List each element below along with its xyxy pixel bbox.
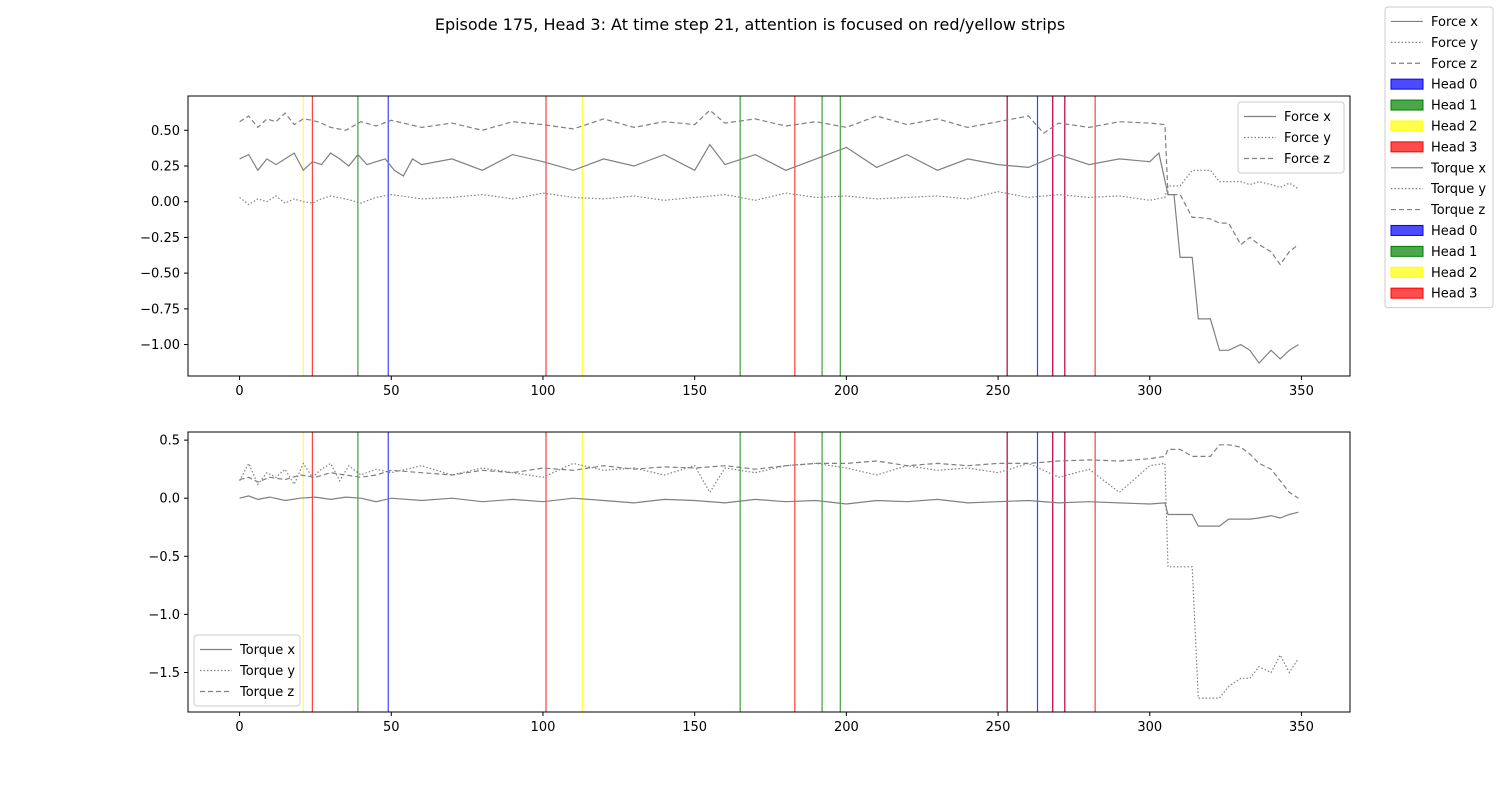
y-tick-label: −0.25 — [140, 231, 180, 246]
legend-label: Force y — [1284, 131, 1331, 146]
legend-label: Torque y — [239, 664, 295, 679]
legend-label: Torque x — [239, 643, 295, 658]
y-tick-label: 0.50 — [151, 124, 180, 139]
figure-legend-patch — [1390, 141, 1424, 153]
x-tick-label: 100 — [531, 384, 556, 399]
figure-legend-label: Torque z — [1430, 203, 1485, 218]
figure-legend-label: Force x — [1431, 15, 1478, 30]
legend-box — [1237, 101, 1345, 174]
series-torque-y — [239, 462, 1299, 699]
x-tick-label: 250 — [986, 720, 1011, 735]
subplot-2: 0 50 100 150 200 250 300 350 −1.5 −1.0 −0.5 0.0 0.5 T… — [148, 431, 1351, 735]
figure-legend-label: Head 2 — [1431, 266, 1477, 281]
y-tick-label: −1.0 — [148, 608, 180, 623]
y-tick-label: −0.50 — [140, 267, 180, 282]
y-tick-label: −0.5 — [148, 550, 180, 565]
figure-legend: Force x Force y Force z Head 0 Head 1 Head 2 H… — [1384, 6, 1494, 309]
series-force-z — [239, 109, 1299, 266]
figure-legend-label: Head 2 — [1431, 119, 1477, 134]
plots: 0 50 100 150 200 250 300 350−1.00−0.75−0.50−0.2… — [140, 95, 1351, 735]
figure-legend-label: Head 3 — [1431, 287, 1477, 302]
series-torque-x — [239, 495, 1299, 527]
figure-legend-label: Head 1 — [1431, 99, 1477, 114]
figure-legend-label: Force z — [1431, 57, 1477, 72]
x-tick-label: 50 — [383, 720, 400, 735]
legend-label: Torque z — [239, 685, 294, 700]
legend-box — [193, 634, 301, 707]
x-tick-label: 100 — [531, 720, 556, 735]
figure-legend-patch — [1390, 245, 1424, 257]
y-tick-label: 0.5 — [159, 434, 180, 449]
x-tick-label: 300 — [1137, 384, 1162, 399]
x-tick-label: 150 — [682, 384, 707, 399]
figure-legend-label: Head 0 — [1431, 78, 1477, 93]
figure-legend-label: Torque y — [1430, 182, 1486, 197]
figure-legend-box — [1384, 6, 1494, 309]
axes-frame — [187, 95, 1351, 377]
axes-frame — [187, 431, 1351, 713]
figure-legend-patch — [1390, 78, 1424, 90]
figure-legend-patch — [1390, 287, 1424, 299]
axes-legend: Force x Force y Force z — [1237, 101, 1345, 174]
x-tick-label: 350 — [1289, 720, 1314, 735]
figure-legend-patch — [1390, 266, 1424, 278]
x-tick-label: 0 — [235, 720, 243, 735]
figure-legend-label: Force y — [1431, 36, 1478, 51]
x-tick-label: 200 — [834, 720, 859, 735]
figure-legend-label: Head 3 — [1431, 140, 1477, 155]
y-tick-label: 0.0 — [159, 492, 180, 507]
figure-legend-patch — [1390, 99, 1424, 111]
series-force-y — [239, 169, 1299, 206]
y-tick-label: −1.00 — [140, 338, 180, 353]
y-tick-label: −1.5 — [148, 666, 180, 681]
figure-legend-label: Head 1 — [1431, 245, 1477, 260]
figure-legend-label: Head 0 — [1431, 224, 1477, 239]
legend-label: Force z — [1284, 152, 1330, 167]
figure-legend-patch — [1390, 120, 1424, 132]
series-force-x — [239, 143, 1299, 365]
figure-legend-label: Torque x — [1430, 161, 1486, 176]
y-tick-label: 0.00 — [151, 195, 180, 210]
figure-legend-patch — [1390, 224, 1424, 236]
series-torque-z — [239, 444, 1299, 499]
x-tick-label: 0 — [235, 384, 243, 399]
subplot-1: 0 50 100 150 200 250 300 350 −1.00 −0.75 −0.50 −0.2… — [140, 95, 1351, 399]
x-tick-label: 350 — [1289, 384, 1314, 399]
x-tick-label: 50 — [383, 384, 400, 399]
figure-title: Episode 175, Head 3: At time step 21, at… — [435, 15, 1065, 34]
axes-legend: Torque x Torque y Torque z — [193, 634, 301, 707]
x-tick-label: 150 — [682, 720, 707, 735]
x-tick-label: 250 — [986, 384, 1011, 399]
x-tick-label: 300 — [1137, 720, 1162, 735]
legend-label: Force x — [1284, 110, 1331, 125]
y-tick-label: −0.75 — [140, 302, 180, 317]
y-tick-label: 0.25 — [151, 160, 180, 175]
x-tick-label: 200 — [834, 384, 859, 399]
